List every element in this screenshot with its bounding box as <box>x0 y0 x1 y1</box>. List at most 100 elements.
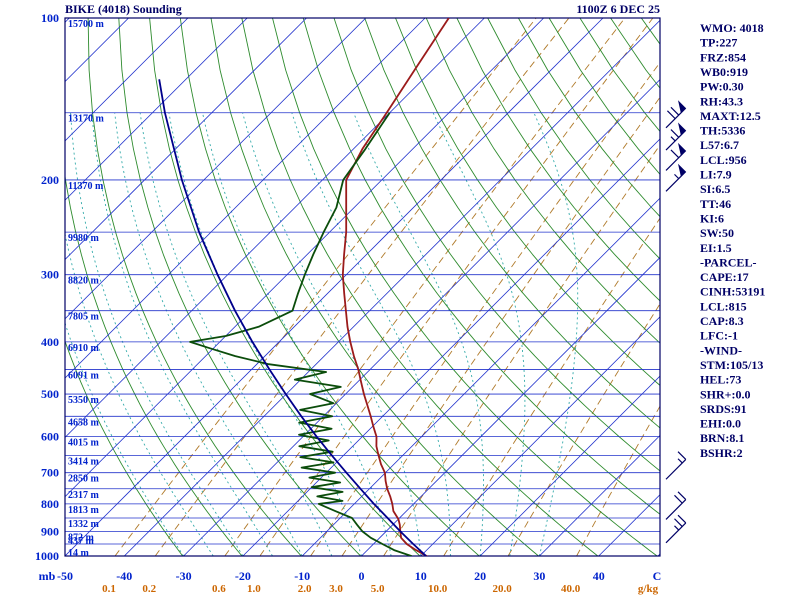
isotherm-line <box>124 19 660 556</box>
index-line: LCL:815 <box>700 299 747 313</box>
height-label: 872 m <box>68 532 95 543</box>
wind-barb-tick <box>670 106 680 116</box>
wind-barb-tick <box>670 129 680 138</box>
index-line: LFC:-1 <box>700 329 738 343</box>
height-label: 15700 m <box>68 19 105 30</box>
index-line: LCL:956 <box>700 153 747 167</box>
index-line: FRZ:854 <box>700 50 746 64</box>
moist-adiabat-line <box>139 112 333 556</box>
wind-barb-tick <box>677 451 687 460</box>
wind-barb-staff <box>665 129 687 151</box>
mixing-ratio-lines <box>114 18 660 556</box>
wind-barb-staff <box>665 522 687 544</box>
temp-tick-label: 10 <box>415 569 427 583</box>
dry-adiabat-line <box>87 18 302 556</box>
wind-barb-tick <box>674 494 683 504</box>
index-line: EHI:0.0 <box>700 417 741 431</box>
pressure-unit-label: mb <box>39 569 56 583</box>
temp-tick-label: 40 <box>593 569 605 583</box>
height-label: 2850 m <box>68 474 100 485</box>
temp-tick-label: 20 <box>474 569 486 583</box>
dry-adiabat-line <box>425 18 660 344</box>
index-line: CAP:8.3 <box>700 314 744 328</box>
height-label: 1332 m <box>68 519 100 530</box>
pressure-tick-label: 100 <box>41 11 59 25</box>
moist-adiabat-line <box>291 112 451 556</box>
isotherm-line <box>65 18 604 556</box>
mixing-ratio-label: 20.0 <box>492 583 512 595</box>
height-label: 5350 m <box>68 395 100 406</box>
wind-barb-flag <box>678 122 686 136</box>
dry-adiabat-line <box>456 18 660 302</box>
wind-barb <box>665 163 687 192</box>
isotherm-line <box>65 18 307 261</box>
index-line: RH:43.3 <box>700 94 743 108</box>
wind-barb <box>665 451 687 480</box>
index-line: SI:6.5 <box>700 182 730 196</box>
dry-adiabat-line <box>302 18 660 515</box>
index-line: WMO: 4018 <box>700 21 764 35</box>
dewpoint-profile-line <box>189 112 413 556</box>
temp-tick-label: -10 <box>294 569 310 583</box>
chart-title: BIKE (4018) Sounding <box>65 2 182 16</box>
index-line: LI:7.9 <box>700 168 732 182</box>
isotherm-line <box>65 18 129 83</box>
isotherm-line <box>361 256 660 556</box>
temp-tick-label: 0 <box>359 569 365 583</box>
wind-barb-staff <box>665 107 687 129</box>
isotherm-line <box>65 18 189 142</box>
index-line: BRN:8.1 <box>700 431 744 445</box>
index-line: WB0:919 <box>700 65 748 79</box>
index-line: KI:6 <box>700 211 724 225</box>
moist-adiabat-line <box>242 112 422 556</box>
pressure-tick-label: 700 <box>41 466 59 480</box>
wind-barb <box>665 514 687 544</box>
pressure-tick-label: 200 <box>41 173 59 187</box>
moist-adiabat-line <box>202 112 392 556</box>
mixing-ratio-label: 40.0 <box>561 583 581 595</box>
parcel-profile-line <box>158 79 427 556</box>
isotherm-line <box>65 18 426 379</box>
dry-adiabat-line <box>333 18 660 472</box>
height-label: 9980 m <box>68 233 100 244</box>
index-line: MAXT:12.5 <box>700 109 761 123</box>
wind-barb-staff <box>665 499 687 520</box>
pressure-tick-label: 800 <box>41 497 59 511</box>
mixing-ratio-label: 2.0 <box>298 583 312 595</box>
mixing-ratio-label: 10.0 <box>428 583 448 595</box>
isotherm-line <box>65 18 544 498</box>
dry-adiabat-line <box>395 18 660 386</box>
plot-frame <box>64 17 661 557</box>
pressure-tick-label: 400 <box>41 335 59 349</box>
temp-tick-label: -50 <box>57 569 73 583</box>
temp-unit-label: C <box>653 569 662 583</box>
wind-barb-tick <box>670 149 680 159</box>
isotherm-line <box>301 197 660 556</box>
height-label: 8820 m <box>68 276 100 287</box>
profile-lines <box>158 18 450 556</box>
height-label: 11370 m <box>68 181 104 192</box>
wind-barb-flag <box>678 163 686 177</box>
moist-adiabat-lines <box>65 112 579 556</box>
dry-adiabat-line <box>149 18 421 556</box>
height-label: 2317 m <box>68 490 100 501</box>
isotherm-line <box>479 375 660 556</box>
mixing-ratio-label: 0.2 <box>142 583 156 595</box>
pressure-tick-label: 300 <box>41 268 59 282</box>
wind-barb-flag <box>678 100 686 113</box>
dry-adiabat-line <box>272 18 658 556</box>
height-label: 13170 m <box>68 114 105 125</box>
height-label: 437 m <box>68 536 95 547</box>
index-line: SRDS:91 <box>700 402 747 416</box>
isotherm-line <box>242 138 660 556</box>
height-label: 4015 m <box>68 438 100 449</box>
index-line: PW:0.30 <box>700 80 744 94</box>
mixing-ratio-label: 0.6 <box>212 583 226 595</box>
wind-barb-tick <box>677 491 687 501</box>
mixing-ratio-label: 1.0 <box>247 583 261 595</box>
pressure-tick-label: 900 <box>41 524 59 538</box>
temp-tick-label: -20 <box>235 569 251 583</box>
chart-datetime: 1100Z 6 DEC 25 <box>576 2 660 16</box>
temp-tick-label: -30 <box>176 569 192 583</box>
